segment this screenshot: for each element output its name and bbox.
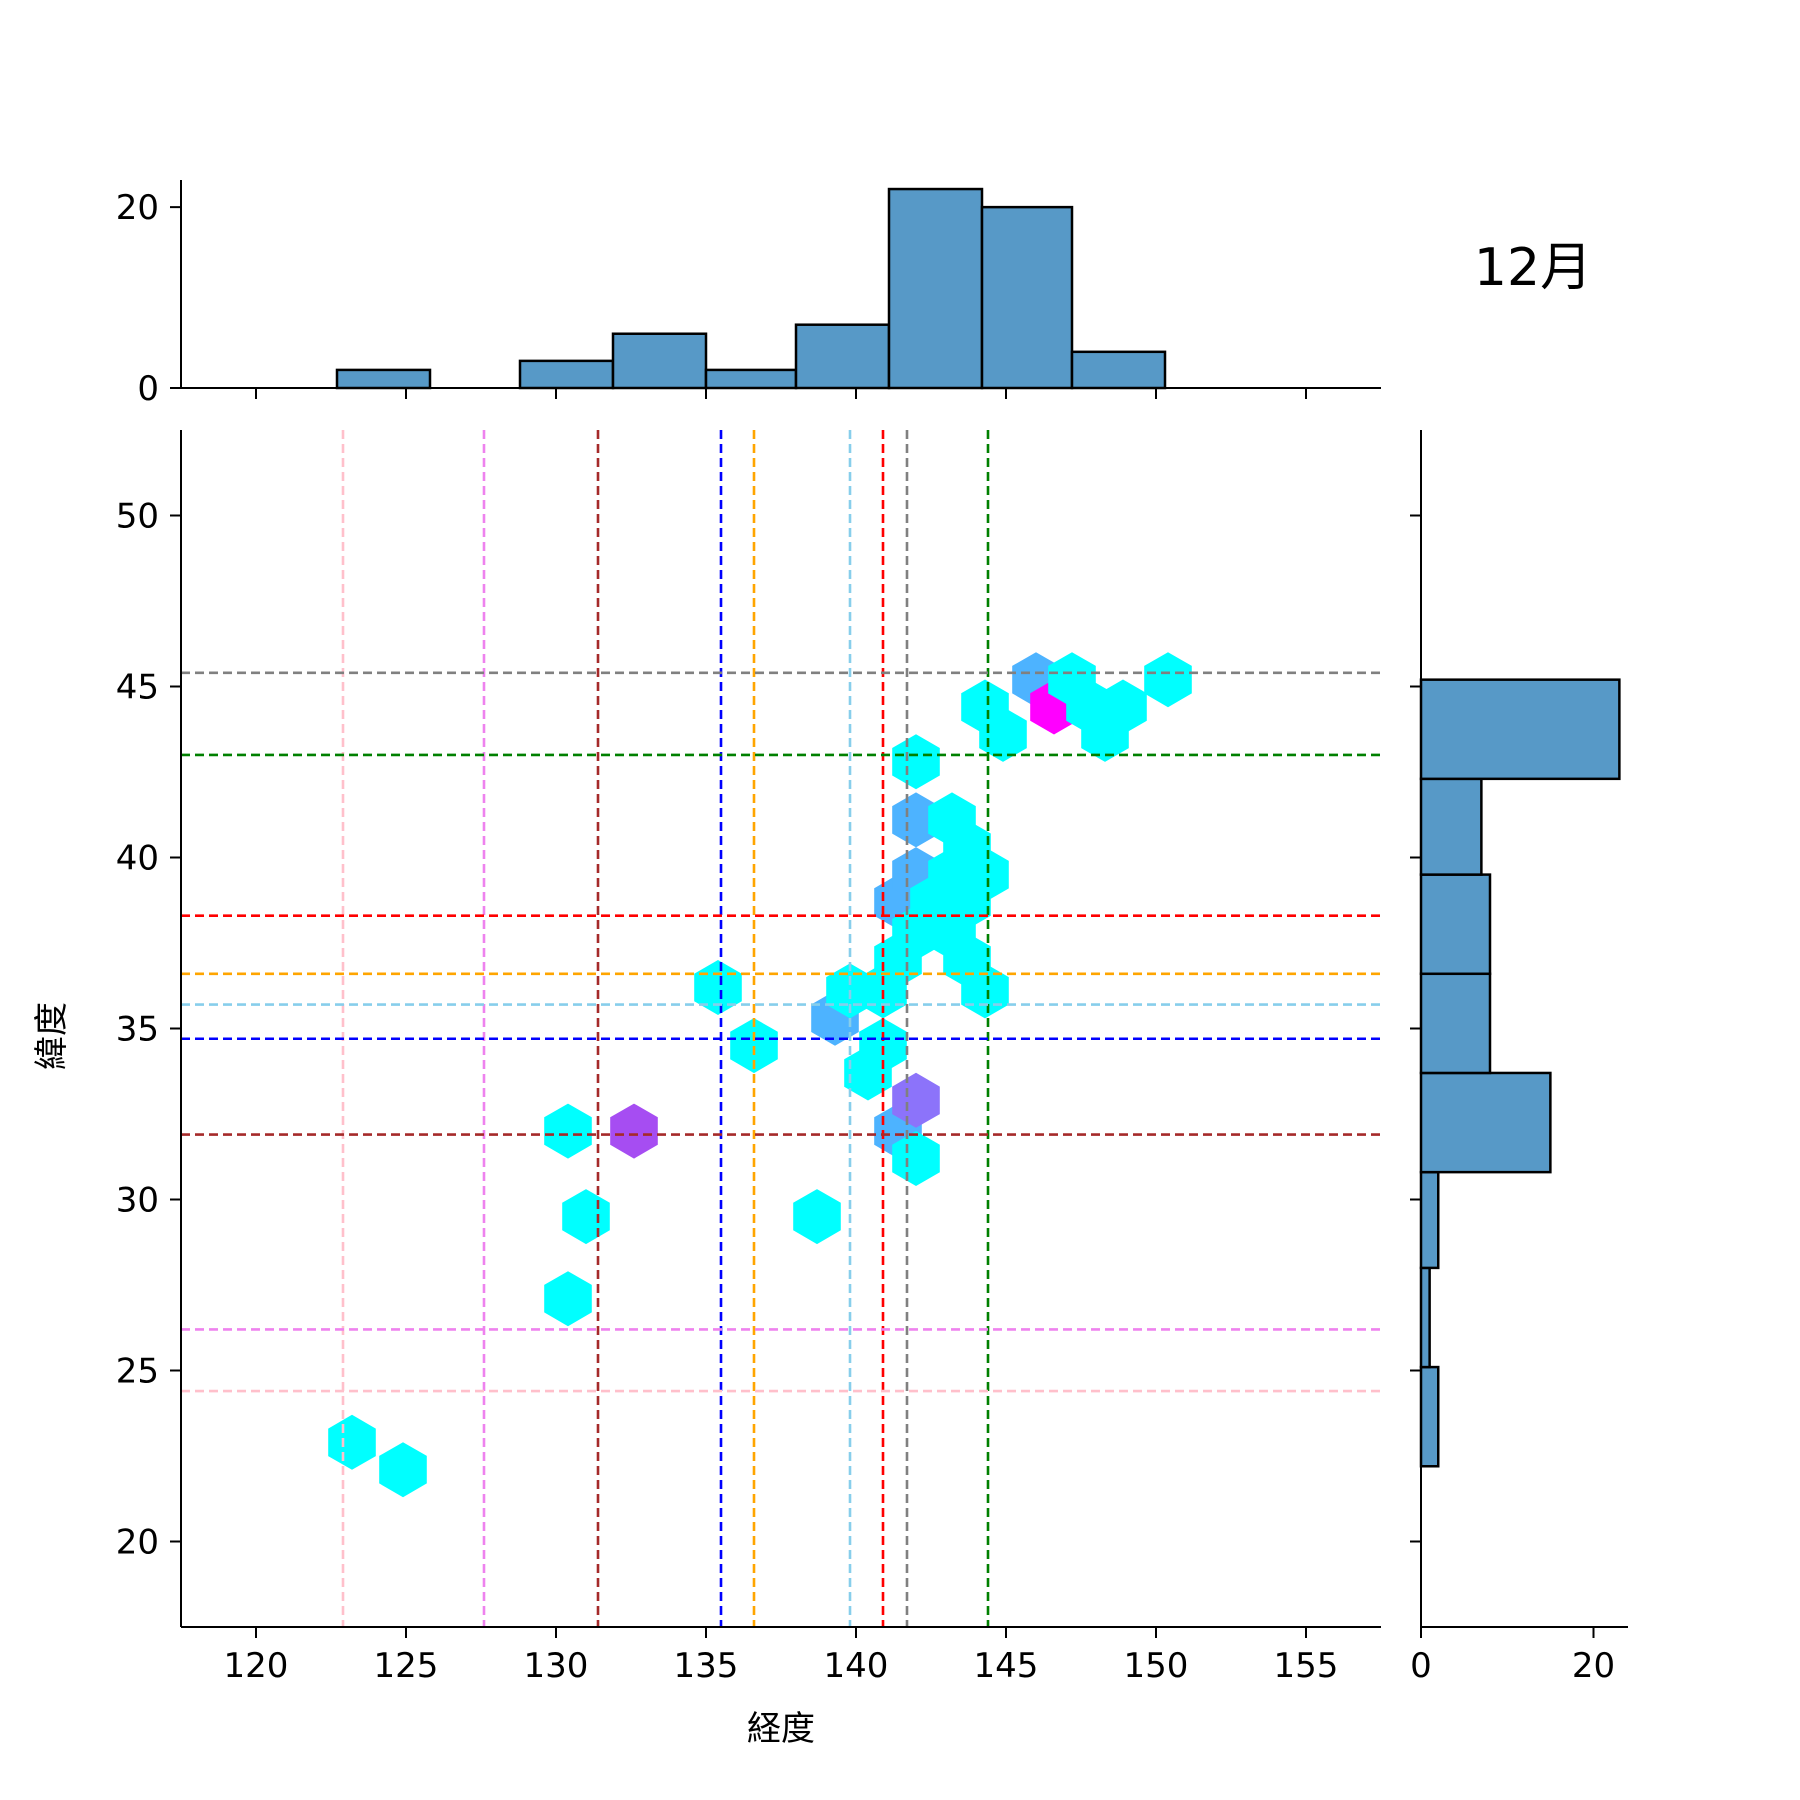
x-histogram-bar — [704, 368, 798, 390]
y-tick-label: 35 — [116, 1010, 159, 1050]
hexbin-cell — [562, 1189, 610, 1245]
x-tick-label: 140 — [824, 1646, 889, 1686]
x-tick-label: 130 — [524, 1646, 589, 1686]
x-tick-label: 145 — [974, 1646, 1039, 1686]
hexbin-cell — [610, 1103, 658, 1159]
hexbin-cell — [694, 960, 742, 1015]
x-tick-label: 150 — [1124, 1646, 1189, 1686]
y-tick-label: 20 — [116, 1523, 159, 1563]
hexbin-cell — [379, 1442, 427, 1498]
hexbin-cell — [979, 706, 1027, 762]
reference-lines — [181, 430, 1381, 1627]
x-histogram-bar — [518, 359, 615, 390]
y-histogram-bar — [1419, 972, 1492, 1075]
hexbin-cell — [1144, 652, 1192, 708]
hexbin-cell — [859, 1018, 907, 1074]
x-histogram-bar — [887, 187, 984, 390]
hexbin-cell — [892, 1072, 940, 1128]
y-axis-label: 緯度 — [32, 1002, 72, 1070]
y-histogram-bar — [1419, 777, 1483, 876]
y-histogram-bar — [1419, 1365, 1440, 1468]
hexbin-cell — [892, 792, 940, 848]
y-tick-label: 50 — [116, 497, 159, 537]
hexbin-cell — [892, 1131, 940, 1186]
y-histogram-bar — [1419, 678, 1621, 781]
x-marginal-histogram: 0 20 — [116, 180, 1381, 409]
joint-plot: 120 125 130 135 140 145 150 155 20 25 30 35 40 45 50 — [116, 430, 1381, 1686]
y-histogram-bar — [1419, 1170, 1440, 1270]
y-histogram-count-tick-label: 20 — [1572, 1646, 1615, 1686]
y-histogram-bar — [1419, 1266, 1431, 1369]
hexbin-cell — [544, 1103, 592, 1159]
x-tick-label: 120 — [224, 1646, 289, 1686]
y-histogram-count-tick-label: 0 — [1410, 1646, 1432, 1686]
y-histogram-bar — [1419, 1071, 1552, 1174]
x-tick-label: 135 — [674, 1646, 739, 1686]
x-tick-label: 125 — [374, 1646, 439, 1686]
y-tick-label: 30 — [116, 1181, 159, 1221]
x-tick-label: 155 — [1274, 1646, 1339, 1686]
hexbin-cell — [892, 734, 940, 790]
x-histogram-bar — [611, 332, 708, 390]
x-histogram-bar — [335, 368, 432, 390]
y-tick-label: 40 — [116, 839, 159, 879]
hexbin-group — [328, 652, 1192, 1498]
chart-title: 12月 — [1474, 238, 1592, 298]
x-histogram-count-tick-label: 0 — [137, 369, 159, 409]
hexbin-cell — [1099, 679, 1147, 735]
hexbin-cell — [544, 1271, 592, 1327]
y-marginal-histogram: 0 20 — [1410, 430, 1628, 1686]
x-axis-label: 経度 — [747, 1709, 815, 1749]
x-histogram-bar — [794, 323, 891, 390]
y-histogram-bar — [1419, 873, 1492, 976]
y-tick-label: 45 — [116, 668, 159, 708]
hexbin-cell — [328, 1414, 376, 1470]
hexbin-cell — [793, 1189, 841, 1245]
y-tick-label: 25 — [116, 1352, 159, 1392]
x-histogram-bar — [1070, 350, 1167, 390]
hexbin-cell — [730, 1018, 778, 1074]
x-histogram-count-tick-label: 20 — [116, 188, 159, 228]
x-histogram-bar — [980, 205, 1074, 390]
hexbin-cell — [961, 847, 1009, 903]
